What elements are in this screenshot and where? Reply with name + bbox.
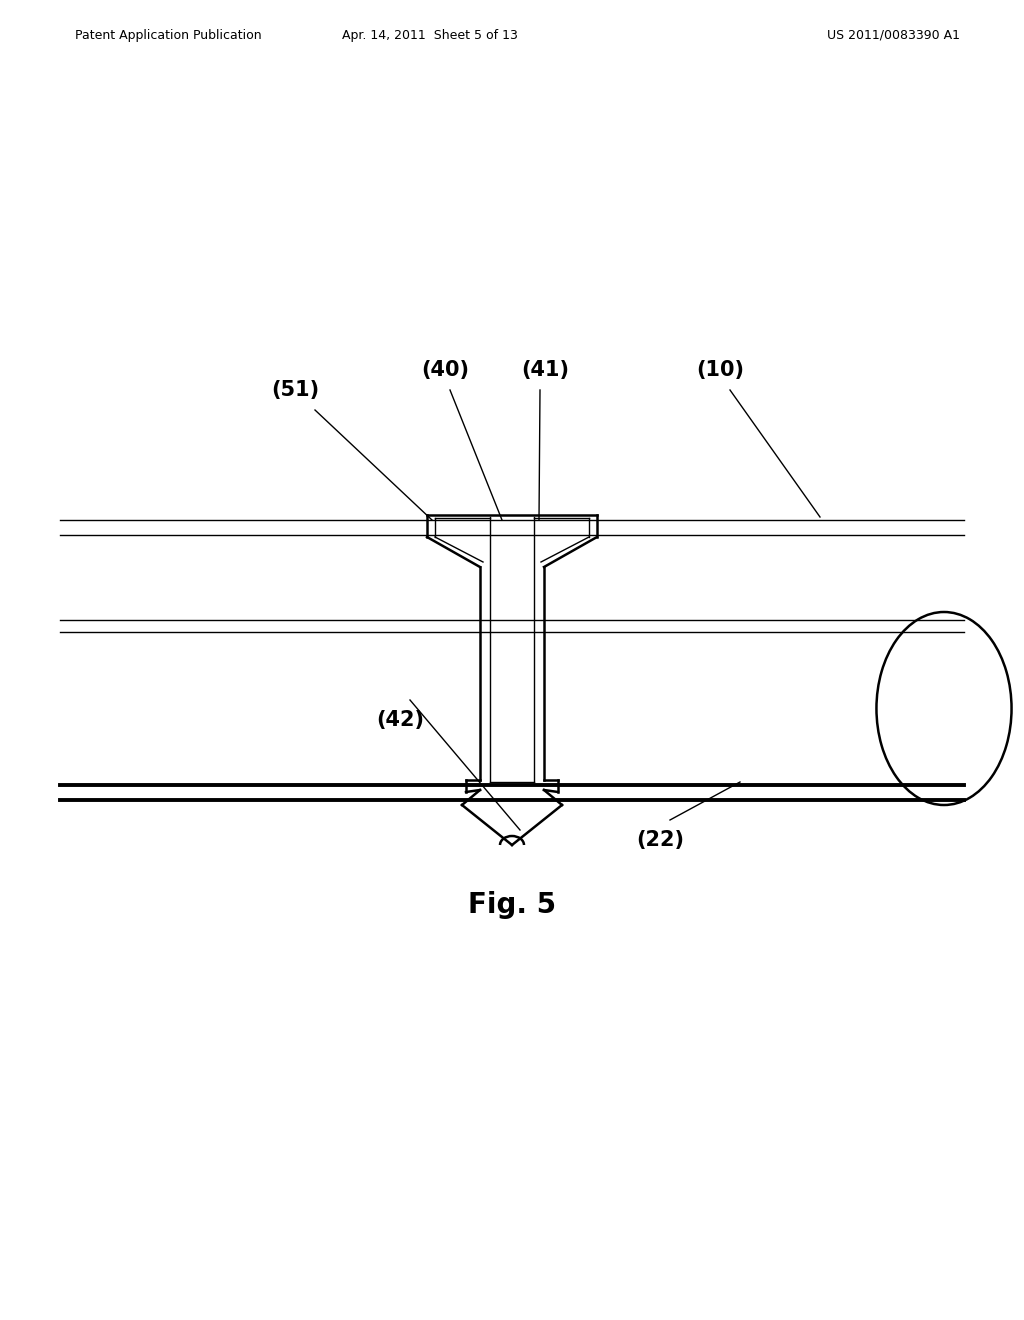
Text: (10): (10) xyxy=(696,360,744,380)
Text: (42): (42) xyxy=(376,710,424,730)
Text: Apr. 14, 2011  Sheet 5 of 13: Apr. 14, 2011 Sheet 5 of 13 xyxy=(342,29,518,41)
Text: (51): (51) xyxy=(271,380,319,400)
Text: (41): (41) xyxy=(521,360,569,380)
Text: Patent Application Publication: Patent Application Publication xyxy=(75,29,261,41)
Text: Fig. 5: Fig. 5 xyxy=(468,891,556,919)
Text: (22): (22) xyxy=(636,830,684,850)
Text: (40): (40) xyxy=(421,360,469,380)
Text: US 2011/0083390 A1: US 2011/0083390 A1 xyxy=(827,29,961,41)
